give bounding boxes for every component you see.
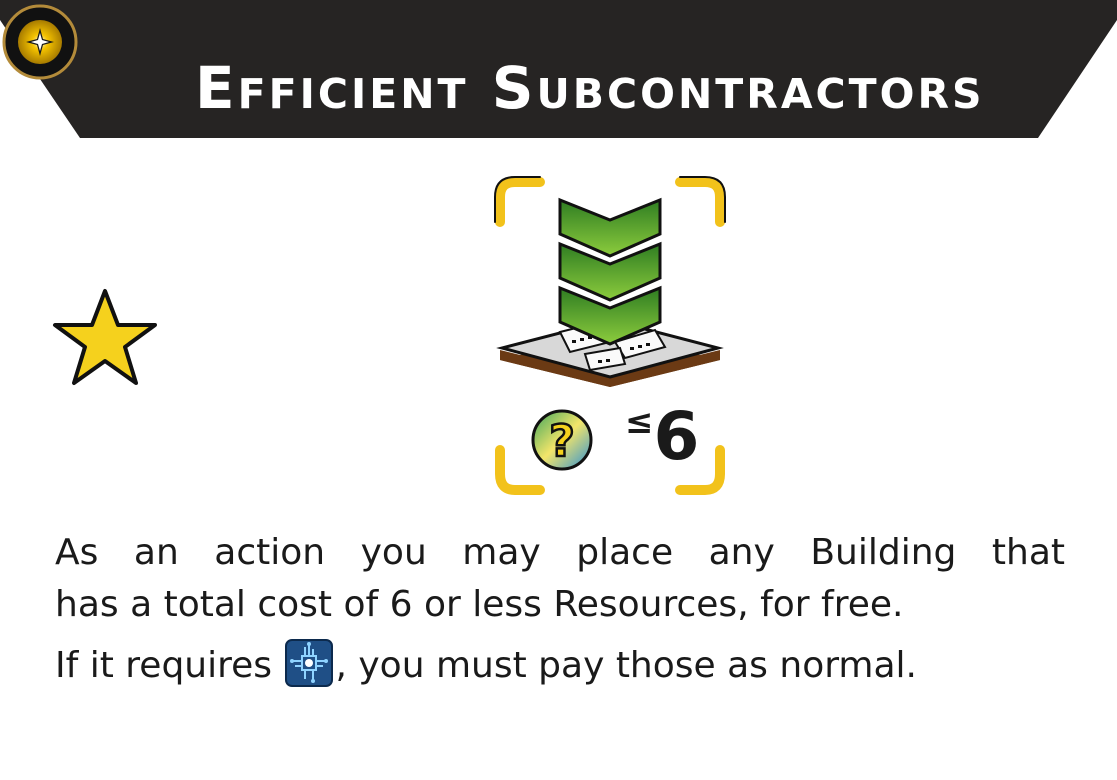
title-banner: Efficient Subcontractors (0, 0, 1117, 140)
description-line-3: If it requires , you must pay those as n… (55, 639, 1065, 692)
card-title: Efficient Subcontractors (195, 54, 985, 122)
description-line-1: As an action you may place any Building … (55, 532, 1065, 573)
golden-sun-emblem-icon (2, 4, 78, 80)
cost-limit: ≤6 (625, 398, 699, 478)
frame-corners (495, 177, 725, 495)
banner-background (0, 0, 1117, 138)
description-line-3-end: , you must pay those as normal. (335, 645, 917, 686)
less-or-equal-symbol: ≤ (625, 402, 654, 442)
card-description: As an action you may place any Building … (55, 527, 1065, 692)
star-icon (53, 289, 157, 385)
chevron-stack-icon (558, 197, 662, 346)
cost-limit-value: 6 (653, 398, 700, 475)
building-illustration: ? (494, 176, 726, 495)
svg-text:?: ? (549, 416, 575, 467)
circuit-chip-icon (285, 639, 334, 687)
description-line-2: has a total cost of 6 or less Resources,… (55, 584, 904, 625)
question-mark-resource-icon: ? (531, 409, 593, 471)
description-line-3-start: If it requires (55, 645, 284, 686)
